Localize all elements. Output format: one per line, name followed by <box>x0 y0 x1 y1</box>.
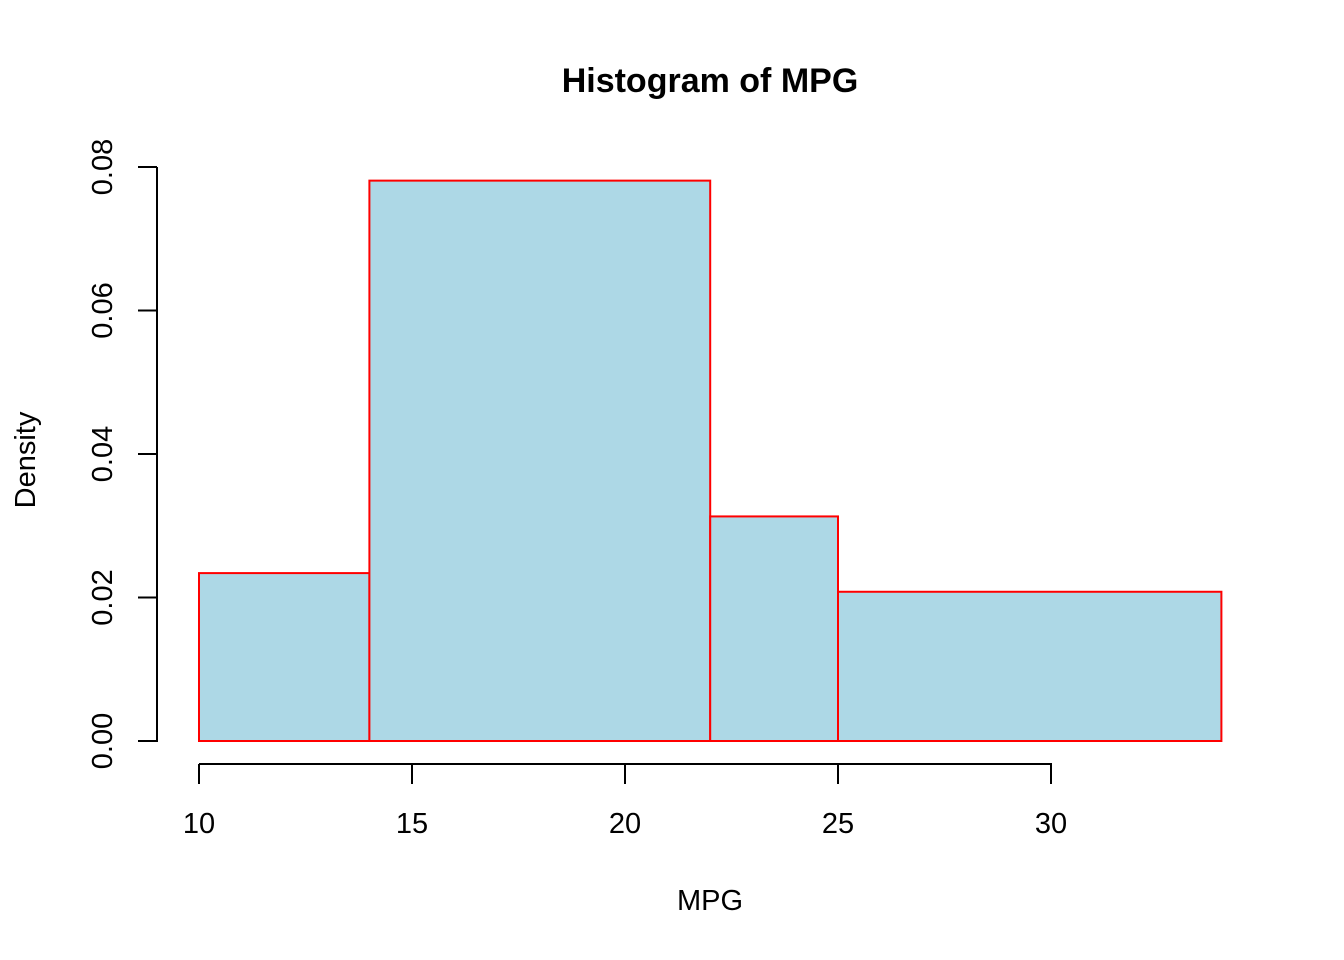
x-tick-label: 20 <box>609 808 641 840</box>
y-tick-label: 0.06 <box>87 282 119 338</box>
y-ticks: 0.00 0.02 0.04 0.06 0.08 <box>87 139 157 769</box>
x-tick-label: 15 <box>396 808 428 840</box>
histogram-bar-1 <box>198 572 371 742</box>
y-axis: 0.00 0.02 0.04 0.06 0.08 <box>87 139 158 769</box>
x-axis-label: MPG <box>677 885 743 917</box>
y-tick-label: 0.00 <box>87 713 119 769</box>
histogram-bar-2 <box>368 179 712 742</box>
x-tick-label: 25 <box>822 808 854 840</box>
x-axis: 10 15 20 25 30 <box>183 763 1067 840</box>
x-ticks: 10 15 20 25 30 <box>183 764 1067 840</box>
histogram-bar-3 <box>709 515 840 742</box>
y-tick-label: 0.08 <box>87 139 119 195</box>
histogram-bar-4 <box>837 590 1223 743</box>
histogram-bars <box>198 179 1223 743</box>
y-tick-label: 0.04 <box>87 426 119 482</box>
y-tick-label: 0.02 <box>87 569 119 625</box>
x-tick-label: 30 <box>1035 808 1067 840</box>
y-axis-label: Density <box>10 411 42 508</box>
chart-title: Histogram of MPG <box>562 62 859 100</box>
x-tick-label: 10 <box>183 808 215 840</box>
